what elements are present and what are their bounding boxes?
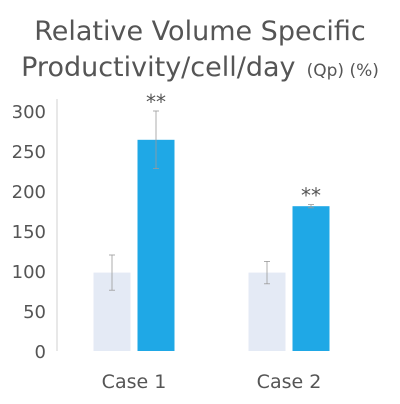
- labels-layer: Case 1 Case 2 ** **: [102, 90, 322, 393]
- bars-layer: [93, 110, 330, 351]
- y-tick-label: 300: [12, 102, 46, 123]
- y-tick-label: 0: [35, 342, 46, 363]
- y-tick-label: 50: [23, 302, 46, 323]
- bar: [248, 272, 286, 351]
- chart-title-line-2-main: Productivity/cell/day: [21, 52, 295, 83]
- x-category-label: Case 1: [102, 371, 167, 393]
- significance-label: **: [146, 90, 166, 114]
- bar: [137, 139, 175, 351]
- chart-title-line-1: Relative Volume Specific: [34, 16, 366, 47]
- y-tick-label: 250: [12, 142, 46, 163]
- bar: [292, 206, 330, 351]
- x-category-label: Case 2: [257, 371, 322, 393]
- y-tick-label: 150: [12, 222, 46, 243]
- axis-layer: 0 50 100 150 200 250 300: [12, 99, 58, 363]
- significance-label: **: [301, 184, 321, 208]
- chart-title-line-2-suffix: (Qp) (%): [307, 61, 379, 81]
- y-tick-label: 200: [12, 182, 46, 203]
- y-tick-label: 100: [12, 262, 46, 283]
- chart-title-line-2: Productivity/cell/day (Qp) (%): [21, 52, 379, 83]
